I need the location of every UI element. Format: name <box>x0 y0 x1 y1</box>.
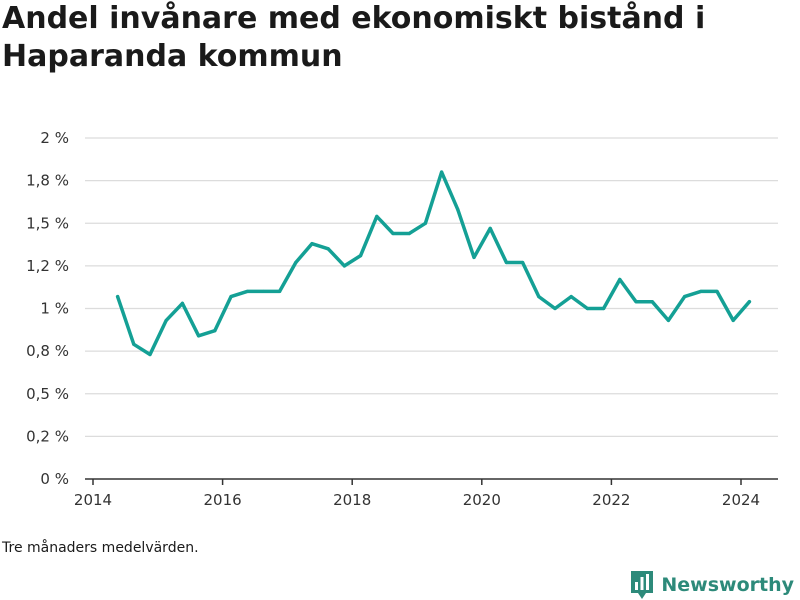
data-point <box>699 289 703 294</box>
data-point <box>278 289 282 294</box>
x-tick-label: 2024 <box>722 491 760 509</box>
bar-chart-logo-icon <box>631 571 654 599</box>
gridlines <box>85 137 778 437</box>
data-point <box>456 208 460 212</box>
data-point <box>342 264 347 268</box>
data-point <box>326 247 330 251</box>
y-tick-label: 0,2 % <box>26 427 69 445</box>
x-tick-label: 2016 <box>204 491 242 509</box>
footnote: Tre månaders medelvärden. <box>2 540 199 556</box>
data-point <box>148 352 152 357</box>
data-point <box>310 242 314 246</box>
data-point <box>521 260 525 265</box>
data-point <box>634 300 638 304</box>
data-point <box>197 334 201 338</box>
data-point <box>407 231 411 236</box>
y-tick-label: 0,5 % <box>26 385 69 403</box>
data-point <box>537 294 541 299</box>
data-point <box>440 170 444 174</box>
data-point <box>569 294 573 299</box>
data-point <box>504 260 509 265</box>
y-tick-label: 1,8 % <box>26 172 69 190</box>
data-point <box>731 318 735 323</box>
x-tick-label: 2020 <box>463 491 501 509</box>
data-point <box>116 294 120 299</box>
y-axis-tick-labels: 0 % 0,2 % 0,5 % 0,8 % 1 % 1,2 % 1,5 % 1,8 % 2 % <box>26 129 69 488</box>
y-tick-label: 0,8 % <box>26 342 69 360</box>
data-point <box>180 301 185 305</box>
y-tick-label: 0 % <box>40 470 69 488</box>
data-point <box>164 318 168 323</box>
data-point <box>666 318 671 323</box>
data-point <box>602 306 606 311</box>
data-point <box>715 289 719 294</box>
data-point <box>245 289 249 294</box>
x-tick-label: 2014 <box>74 491 112 509</box>
data-point <box>488 226 492 230</box>
data-point <box>229 294 233 299</box>
x-axis: 2014 2016 2018 2020 2022 2024 <box>74 479 760 509</box>
y-tick-label: 1,5 % <box>26 214 69 232</box>
series-layer <box>115 170 752 357</box>
data-point <box>650 300 654 304</box>
brand-logo: Newsworthy <box>629 570 794 600</box>
data-point <box>553 306 557 311</box>
data-point <box>132 342 136 346</box>
series-line <box>115 170 752 357</box>
brand-name: Newsworthy <box>661 574 794 596</box>
y-tick-label: 1 % <box>40 300 69 318</box>
data-point <box>391 231 395 236</box>
x-tick-label: 2022 <box>592 491 630 509</box>
data-point <box>423 221 428 225</box>
data-point <box>375 214 379 219</box>
data-point <box>472 255 476 259</box>
data-point <box>747 300 752 304</box>
data-point <box>585 306 590 311</box>
x-tick-label: 2018 <box>333 491 371 509</box>
y-tick-label: 2 % <box>40 129 69 147</box>
data-point <box>618 277 622 282</box>
data-point <box>294 260 298 265</box>
chart-title: Andel invånare med ekonomiskt bistånd i … <box>2 1 706 74</box>
data-point <box>261 289 266 294</box>
data-point <box>213 329 217 333</box>
y-tick-label: 1,2 % <box>26 257 69 275</box>
data-point <box>359 254 363 258</box>
line-chart: 0 %0,2 %0,5 %0,8 %1 %1,2 %1,5 %1,8 %2 % … <box>26 129 778 509</box>
data-point <box>683 294 687 299</box>
